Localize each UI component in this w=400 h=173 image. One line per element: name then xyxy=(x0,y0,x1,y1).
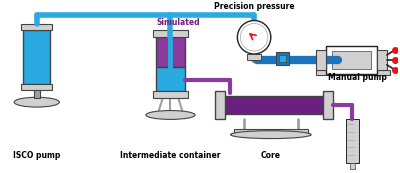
Circle shape xyxy=(240,24,268,51)
Bar xyxy=(350,163,356,169)
Ellipse shape xyxy=(14,97,59,107)
Text: Core: Core xyxy=(261,151,281,160)
Text: ISCO pump: ISCO pump xyxy=(13,151,60,160)
Bar xyxy=(346,119,359,163)
Ellipse shape xyxy=(230,131,311,139)
Text: Precision pressure: Precision pressure xyxy=(214,2,294,11)
Bar xyxy=(21,24,52,30)
Text: Simulated: Simulated xyxy=(156,19,200,28)
Bar xyxy=(153,91,188,98)
Bar xyxy=(279,55,286,62)
Bar xyxy=(21,84,52,90)
Text: Intermediate container: Intermediate container xyxy=(120,151,221,160)
Bar xyxy=(156,37,185,67)
Bar xyxy=(276,52,288,65)
Bar xyxy=(34,90,40,98)
Bar xyxy=(153,30,188,37)
Bar xyxy=(332,51,371,69)
Bar xyxy=(326,46,377,74)
Bar xyxy=(224,96,323,114)
Bar xyxy=(23,30,50,84)
Bar xyxy=(377,50,387,70)
Bar xyxy=(215,91,224,119)
Text: Manual pump: Manual pump xyxy=(328,72,387,81)
Bar xyxy=(316,50,326,70)
Circle shape xyxy=(237,21,271,54)
Bar xyxy=(234,129,308,133)
Ellipse shape xyxy=(146,111,195,119)
Bar xyxy=(247,54,261,60)
Bar xyxy=(316,70,390,75)
Bar xyxy=(156,67,185,91)
Bar xyxy=(323,91,333,119)
